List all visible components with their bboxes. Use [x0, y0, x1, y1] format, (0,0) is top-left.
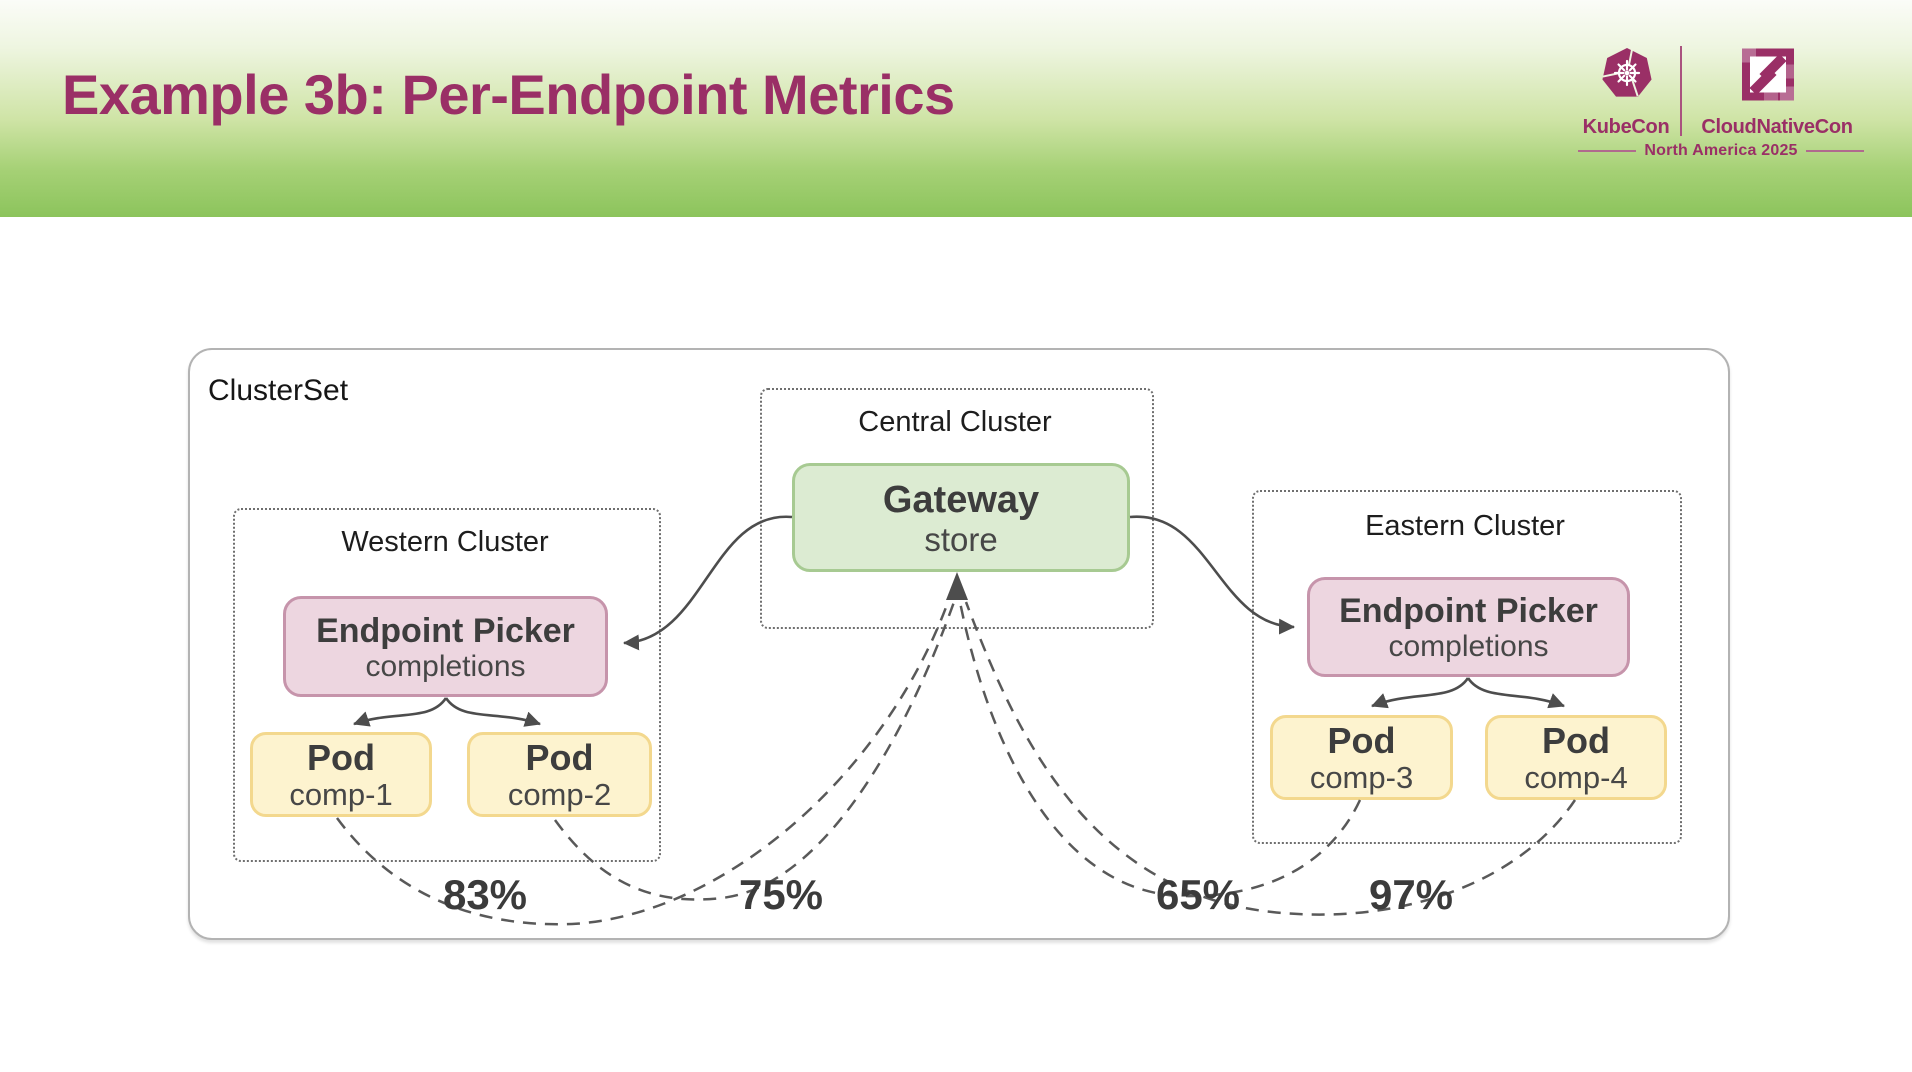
- pod-name: comp-1: [289, 777, 393, 813]
- eastern-endpoint-picker-node: Endpoint Picker completions: [1307, 577, 1630, 677]
- brand-lockup: KubeCon CloudNativeCon North America 202…: [1578, 38, 1865, 164]
- pod-title: Pod: [1542, 719, 1610, 761]
- picker-subtitle: completions: [1388, 630, 1549, 664]
- metric-label: 97%: [1368, 871, 1454, 918]
- cloudnativecon-label: CloudNativeCon: [1701, 116, 1853, 138]
- pod-name: comp-4: [1524, 760, 1628, 796]
- picker-title: Endpoint Picker: [316, 611, 575, 650]
- pod-title: Pod: [307, 736, 375, 778]
- central-cluster-box: [760, 388, 1154, 629]
- pod-comp-4-node: Pod comp-4: [1485, 715, 1667, 800]
- pod-comp-1-node: Pod comp-1: [250, 732, 432, 817]
- metric-label: 75%: [738, 871, 824, 918]
- page-title: Example 3b: Per-Endpoint Metrics: [62, 63, 955, 126]
- pod-comp-3-node: Pod comp-3: [1270, 715, 1453, 800]
- kubecon-label: KubeCon: [1582, 116, 1670, 138]
- western-cluster-label: Western Cluster: [341, 526, 549, 558]
- pod-title: Pod: [1327, 719, 1396, 761]
- picker-title: Endpoint Picker: [1339, 592, 1598, 631]
- metric-label: 65%: [1155, 871, 1241, 918]
- gateway-subtitle: store: [924, 520, 998, 558]
- event-rule-right: [1805, 150, 1865, 152]
- pod-comp-2-node: Pod comp-2: [467, 732, 652, 817]
- metric-label: 83%: [442, 871, 528, 918]
- cloudnativecon-cube-icon: [1742, 48, 1794, 106]
- central-cluster-label: Central Cluster: [858, 406, 1052, 438]
- eastern-cluster-label: Eastern Cluster: [1365, 510, 1565, 542]
- event-row: North America 2025: [1578, 142, 1865, 160]
- pod-title: Pod: [525, 736, 594, 778]
- picker-subtitle: completions: [365, 649, 526, 683]
- brand-divider: [1680, 46, 1682, 136]
- pod-name: comp-2: [507, 777, 612, 813]
- pod-name: comp-3: [1309, 760, 1414, 796]
- clusterset-label: ClusterSet: [208, 374, 349, 407]
- gateway-title: Gateway: [882, 478, 1040, 521]
- western-endpoint-picker-node: Endpoint Picker completions: [283, 596, 608, 697]
- event-label: North America 2025: [1644, 142, 1798, 159]
- event-rule-left: [1578, 150, 1637, 152]
- kubernetes-wheel-icon: [1602, 42, 1652, 109]
- gateway-node: Gateway store: [792, 463, 1130, 572]
- header-band: Example 3b: Per-Endpoint Metrics: [0, 0, 1912, 217]
